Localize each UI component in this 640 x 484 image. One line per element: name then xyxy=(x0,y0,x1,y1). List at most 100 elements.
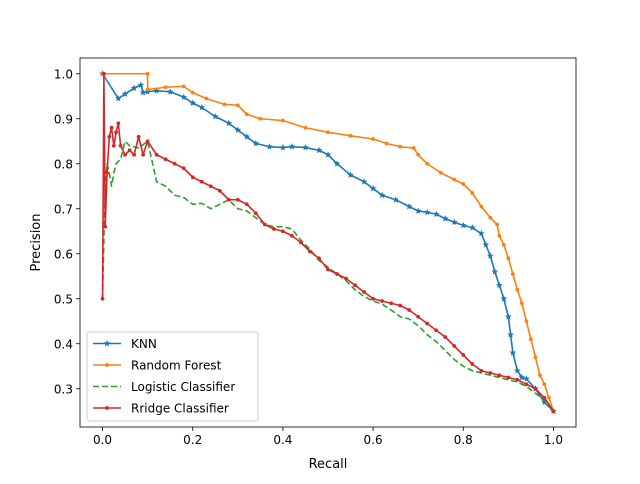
data-point xyxy=(432,210,440,217)
data-point xyxy=(542,382,547,387)
data-point xyxy=(542,395,547,400)
data-point xyxy=(496,281,503,289)
data-point xyxy=(416,314,421,319)
data-point xyxy=(253,211,258,216)
data-point xyxy=(491,268,499,275)
data-point xyxy=(398,303,403,308)
y-tick-label: 1.0 xyxy=(54,67,73,81)
data-point xyxy=(103,224,108,229)
data-point xyxy=(380,299,385,303)
data-point xyxy=(234,126,242,133)
data-point xyxy=(145,87,150,92)
data-point xyxy=(137,81,145,88)
legend-label: Random Forest xyxy=(131,359,222,373)
data-point xyxy=(488,371,493,375)
data-point xyxy=(266,143,273,150)
data-point xyxy=(217,188,222,193)
data-point xyxy=(204,96,209,101)
data-point xyxy=(317,256,321,261)
data-point xyxy=(450,218,458,226)
data-point xyxy=(509,349,517,356)
data-point xyxy=(166,88,174,95)
y-axis-label: Precision xyxy=(29,213,44,271)
data-point xyxy=(189,99,197,106)
y-tick-label: 0.4 xyxy=(54,337,73,351)
data-point xyxy=(225,119,233,127)
data-point xyxy=(198,104,206,111)
data-point xyxy=(123,152,127,157)
data-point xyxy=(501,242,506,247)
data-point xyxy=(423,208,431,216)
data-point xyxy=(308,249,312,254)
data-point xyxy=(262,222,267,227)
data-point xyxy=(482,241,490,248)
data-point xyxy=(243,133,251,140)
x-axis: 0.0 0.2 0.4 0.6 0.8 1.0 xyxy=(93,427,563,447)
data-point xyxy=(235,103,240,108)
legend-entry: KNN xyxy=(93,337,157,351)
data-point xyxy=(515,377,520,382)
series-random-forest xyxy=(100,71,556,414)
x-tick-label: 0.6 xyxy=(364,433,383,447)
data-point xyxy=(326,267,330,272)
data-point xyxy=(452,344,457,348)
data-point xyxy=(226,197,231,202)
data-point xyxy=(130,84,138,91)
data-point xyxy=(523,375,530,382)
data-point xyxy=(109,125,114,130)
data-point xyxy=(121,90,129,97)
data-point xyxy=(252,140,260,147)
legend-entry: Random Forest xyxy=(93,359,222,373)
data-point xyxy=(506,375,511,380)
data-point xyxy=(533,386,538,391)
data-point xyxy=(347,171,354,178)
data-point xyxy=(141,152,146,157)
data-point xyxy=(290,233,294,238)
data-point xyxy=(326,130,330,135)
data-point xyxy=(505,313,512,320)
data-point xyxy=(302,144,309,151)
data-point xyxy=(315,146,323,154)
data-point xyxy=(154,152,159,157)
data-point xyxy=(495,222,499,227)
data-point xyxy=(411,146,416,150)
data-point xyxy=(441,215,449,222)
data-point xyxy=(524,319,529,324)
data-point xyxy=(172,161,177,166)
data-point xyxy=(443,335,448,339)
data-point xyxy=(479,204,484,209)
series-layer xyxy=(99,70,557,415)
x-tick-label: 1.0 xyxy=(544,433,563,447)
data-point xyxy=(405,203,413,210)
data-point xyxy=(487,252,494,259)
data-point xyxy=(425,161,430,166)
y-tick-label: 0.3 xyxy=(54,382,73,396)
data-point xyxy=(524,382,529,387)
data-point xyxy=(244,202,249,207)
data-point xyxy=(434,328,439,333)
data-point xyxy=(348,133,353,138)
data-point xyxy=(190,90,195,95)
data-point xyxy=(281,118,285,123)
y-tick-label: 0.8 xyxy=(54,157,73,171)
data-point xyxy=(180,93,188,100)
data-point xyxy=(371,296,375,301)
data-point xyxy=(100,296,105,301)
data-point xyxy=(139,89,147,96)
data-point xyxy=(118,143,123,148)
x-tick-label: 0.4 xyxy=(273,433,292,447)
data-point xyxy=(244,112,249,117)
data-point xyxy=(438,170,443,175)
data-point xyxy=(279,144,287,151)
data-point xyxy=(145,71,150,76)
data-point xyxy=(479,368,484,373)
data-point xyxy=(407,308,412,312)
data-point xyxy=(515,287,520,292)
data-point xyxy=(199,179,204,184)
data-point xyxy=(222,102,227,107)
data-point xyxy=(533,355,538,360)
data-point xyxy=(303,125,308,130)
legend-marker xyxy=(103,340,111,347)
data-point xyxy=(470,362,475,366)
